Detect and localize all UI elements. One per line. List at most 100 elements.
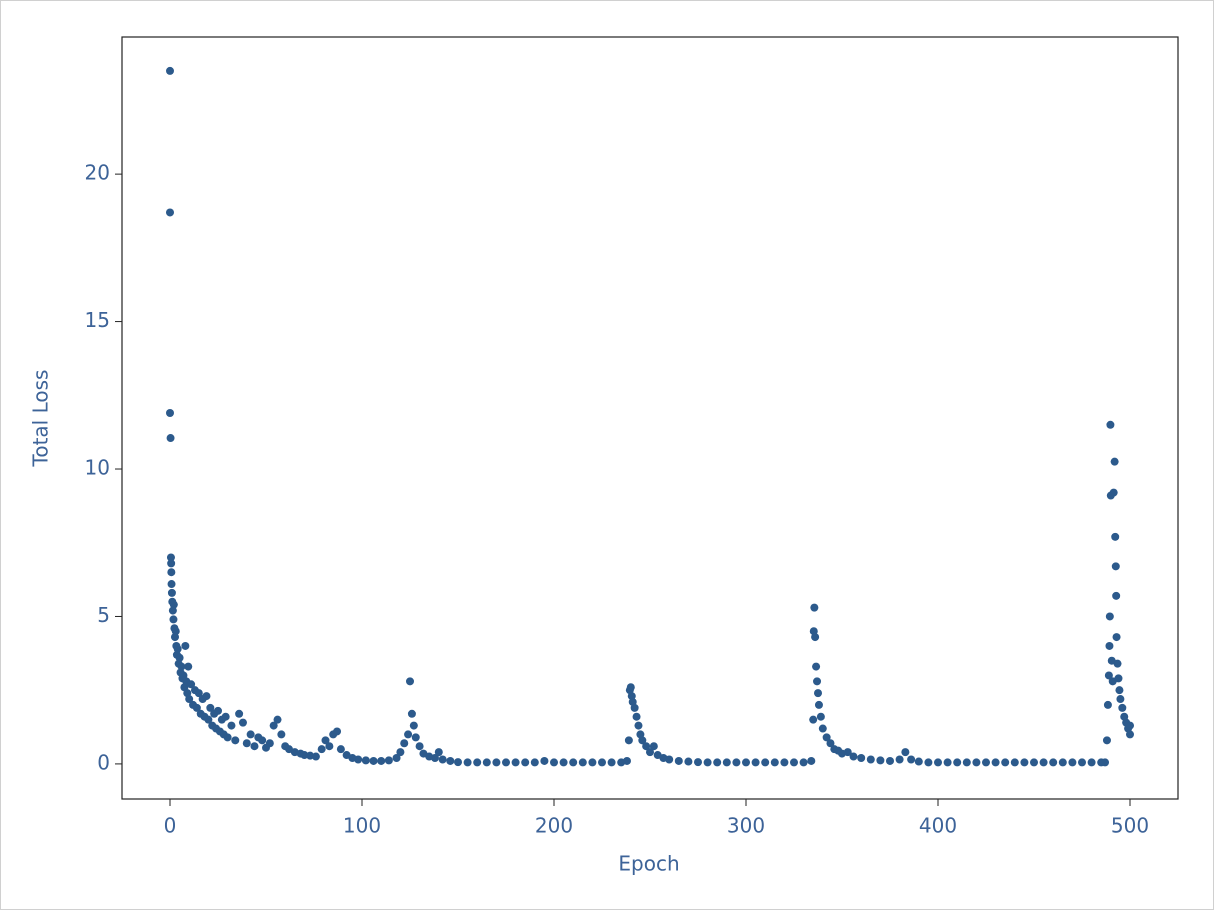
point: [540, 756, 549, 765]
point: [1116, 695, 1125, 704]
point: [406, 677, 414, 686]
point: [559, 758, 568, 767]
x-tick-label: 100: [343, 814, 381, 838]
point: [181, 641, 190, 650]
point: [369, 756, 378, 765]
point: [626, 683, 635, 692]
point: [713, 758, 722, 767]
point: [674, 756, 683, 765]
point: [799, 758, 808, 767]
point: [1087, 758, 1096, 767]
point: [1109, 488, 1118, 497]
point: [1126, 721, 1134, 730]
point: [578, 758, 587, 767]
point: [258, 736, 267, 745]
point: [814, 689, 822, 698]
point: [588, 758, 597, 767]
point: [223, 733, 232, 742]
point: [396, 748, 405, 757]
point: [175, 653, 184, 662]
point: [167, 580, 176, 589]
point: [1001, 758, 1010, 767]
point: [632, 712, 641, 721]
y-tick-label: 10: [85, 456, 110, 480]
x-tick-label: 400: [919, 814, 957, 838]
point: [1118, 703, 1127, 712]
point: [273, 715, 282, 724]
point: [187, 680, 196, 689]
point: [1112, 591, 1121, 600]
point: [277, 730, 286, 739]
point: [1078, 758, 1086, 767]
point: [901, 748, 910, 757]
point: [530, 758, 539, 767]
point: [1020, 758, 1029, 767]
point: [438, 755, 447, 764]
point: [630, 703, 639, 712]
point: [598, 758, 606, 767]
y-tick-label: 5: [97, 603, 110, 627]
point: [1103, 700, 1112, 709]
point: [221, 712, 230, 721]
point: [242, 739, 251, 748]
point: [607, 758, 616, 767]
point: [511, 758, 520, 767]
point: [206, 703, 215, 712]
point: [194, 689, 203, 698]
y-tick-label: 0: [97, 750, 110, 774]
point: [895, 755, 904, 764]
point: [167, 559, 176, 568]
point: [336, 745, 345, 754]
point: [634, 721, 643, 730]
point: [167, 568, 176, 577]
plot-frame: [121, 36, 1179, 800]
point: [168, 606, 177, 615]
x-axis-label: Epoch: [618, 852, 679, 876]
point: [924, 758, 933, 767]
point: [1105, 641, 1114, 650]
point: [430, 754, 439, 763]
point: [238, 718, 247, 727]
point: [204, 715, 213, 724]
point: [814, 700, 823, 709]
point: [857, 754, 866, 763]
point: [1114, 674, 1123, 683]
point: [311, 752, 320, 761]
point: [166, 66, 174, 75]
point: [1039, 758, 1048, 767]
point: [813, 677, 822, 686]
point: [722, 758, 731, 767]
point: [492, 758, 501, 767]
point: [1110, 457, 1119, 466]
y-tick-label: 20: [85, 161, 110, 185]
point: [333, 727, 342, 736]
point: [185, 695, 194, 704]
point: [1115, 686, 1124, 695]
x-tick-label: 300: [727, 814, 765, 838]
point: [649, 742, 658, 751]
point: [184, 662, 193, 671]
point: [972, 758, 981, 767]
point: [446, 756, 455, 765]
point: [665, 755, 674, 764]
point: [521, 758, 530, 767]
point: [166, 553, 175, 562]
point: [407, 709, 416, 718]
point: [325, 742, 334, 751]
point: [415, 742, 424, 751]
point: [463, 758, 472, 767]
point: [502, 758, 510, 767]
point: [1068, 758, 1077, 767]
point: [991, 758, 1000, 767]
point: [1106, 420, 1115, 429]
point: [1126, 730, 1134, 739]
point: [321, 736, 330, 745]
point: [624, 736, 633, 745]
point: [622, 756, 631, 765]
point: [1105, 612, 1114, 621]
point: [843, 748, 852, 757]
point: [962, 758, 971, 767]
point: [770, 758, 779, 767]
point: [816, 712, 825, 721]
